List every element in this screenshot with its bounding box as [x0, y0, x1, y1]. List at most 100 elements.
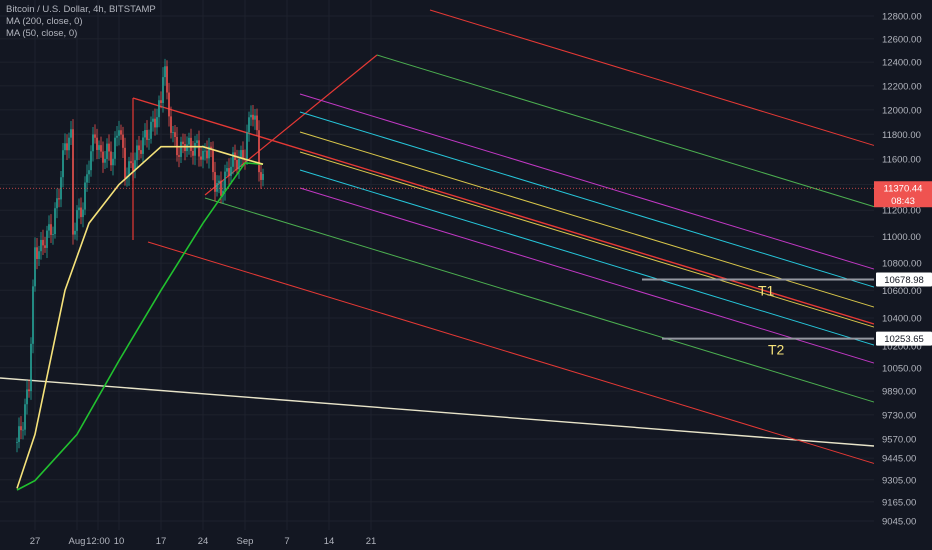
candle-body [88, 170, 90, 175]
candle-body [136, 145, 138, 161]
candle-body [120, 130, 122, 135]
candle-body [128, 161, 130, 177]
candle-body [242, 150, 244, 160]
price-tick: 10600.00 [882, 286, 922, 297]
candle-body [28, 389, 30, 392]
fork-inner-line [299, 169, 875, 346]
chart-legend: Bitcoin / U.S. Dollar, 4h, BITSTAMP MA (… [6, 4, 156, 40]
candle-body [184, 143, 186, 152]
candle-body [166, 66, 168, 93]
fork-inner-line [299, 111, 875, 288]
candle-body [134, 160, 136, 171]
candle-body [50, 224, 52, 235]
candle-body [26, 389, 28, 405]
target-badge-text: 10253.65 [884, 334, 924, 345]
price-tick: 9305.00 [882, 475, 916, 486]
candle-body [214, 172, 216, 192]
candle-body [150, 121, 152, 139]
candle-body [192, 150, 194, 156]
candle-body [78, 207, 80, 211]
candle-body [156, 117, 158, 128]
candle-body [226, 168, 228, 172]
candle-body [102, 151, 104, 163]
candle-body [168, 92, 170, 117]
candle-body [60, 177, 62, 200]
candle-body [162, 77, 164, 104]
candle-body [86, 174, 88, 183]
time-tick: 10 [114, 536, 125, 547]
candle-body [154, 118, 156, 128]
candle-body [106, 143, 108, 159]
candle-body [84, 182, 86, 210]
candle-body [240, 150, 242, 159]
price-tick: 12600.00 [882, 34, 922, 45]
candle-body [196, 140, 198, 143]
price-tick: 9165.00 [882, 497, 916, 508]
candle-body [216, 183, 218, 192]
candle-body [110, 151, 112, 166]
candle-body [182, 141, 184, 144]
candle-body [46, 230, 48, 248]
candle-body [48, 224, 50, 231]
candle-body [66, 143, 68, 151]
candle-body [262, 173, 264, 180]
candle-body [100, 145, 102, 152]
price-tick: 9890.00 [882, 387, 916, 398]
ma50-line [16, 145, 264, 489]
ma200-legend[interactable]: MA (200, close, 0) [6, 16, 83, 27]
candle-body [74, 230, 76, 235]
candle-body [198, 140, 200, 157]
candle-body [114, 137, 116, 159]
time-tick: 7 [284, 536, 289, 547]
candle-body [256, 115, 258, 131]
trend-line [0, 377, 875, 447]
fork-lower-tine [204, 197, 875, 403]
fork-handle-ghost [133, 55, 377, 98]
target-levels[interactable]: T1 T2 [642, 278, 874, 358]
time-tick: 12:00 [86, 536, 110, 547]
time-axis-bg [0, 530, 932, 550]
price-tick: 9045.00 [882, 517, 916, 528]
candle-body [202, 150, 204, 160]
candle-body [112, 158, 114, 166]
time-tick: Aug [69, 536, 86, 547]
candle-body [204, 150, 206, 152]
price-tick: 12000.00 [882, 105, 922, 116]
price-tick: 9570.00 [882, 434, 916, 445]
candle-body [208, 146, 210, 159]
time-axis[interactable]: 27 Aug 12:00 10 17 24 Sep 7 14 21 [30, 536, 377, 547]
candle-body [130, 161, 132, 164]
symbol-title[interactable]: Bitcoin / U.S. Dollar, 4h, BITSTAMP [6, 4, 156, 15]
candle-body [90, 151, 92, 171]
candle-body [252, 114, 254, 120]
price-tick: 12400.00 [882, 58, 922, 69]
candle-body [54, 208, 56, 235]
candle-body [30, 343, 32, 392]
ma50-legend[interactable]: MA (50, close, 0) [6, 28, 78, 39]
fork-median [132, 97, 875, 325]
candle-body [238, 158, 240, 170]
chart-grid [0, 0, 874, 530]
fork-inner-line [299, 151, 875, 328]
price-tick: 11000.00 [882, 232, 921, 243]
candle-body [178, 155, 180, 157]
fork-outer-lower [147, 241, 875, 464]
price-tick: 11600.00 [882, 155, 921, 166]
candle-body [220, 180, 222, 196]
candle-body [190, 137, 192, 151]
candle-body [142, 137, 144, 154]
time-tick: 21 [366, 536, 377, 547]
candle-body [180, 141, 182, 157]
candle-body [34, 247, 36, 287]
candle-body [148, 138, 150, 140]
target-label-t1: T1 [758, 282, 775, 298]
candle-body [98, 145, 100, 150]
price-tick: 12200.00 [882, 81, 922, 92]
candle-body [250, 114, 252, 118]
price-tick: 10400.00 [882, 313, 922, 324]
price-tick: 11200.00 [882, 206, 921, 217]
candle-body [116, 135, 118, 138]
candle-body [230, 166, 232, 176]
pitchfork-drawing[interactable] [0, 9, 875, 464]
